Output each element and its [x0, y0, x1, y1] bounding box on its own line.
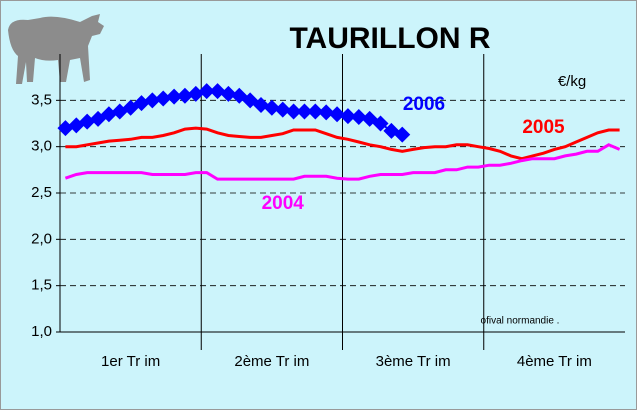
series-label: 2006: [403, 94, 445, 115]
data-point: [133, 95, 150, 112]
y-tick-label: 1,5: [31, 277, 52, 294]
data-point: [296, 103, 313, 120]
unit-label: €/kg: [558, 73, 586, 90]
x-tick-label: 3ème Tr im: [376, 353, 451, 370]
series-label: 2005: [522, 117, 565, 138]
data-point: [79, 113, 96, 130]
y-tick-label: 1,0: [31, 323, 52, 340]
y-tick-label: 3,5: [31, 91, 52, 108]
x-tick-label: 1er Tr im: [101, 353, 160, 370]
data-point: [263, 99, 280, 116]
chart-title: TAURILLON R: [289, 22, 490, 55]
data-point: [100, 106, 117, 123]
data-point: [155, 90, 172, 107]
data-point: [285, 103, 302, 120]
series-line: [65, 126, 620, 161]
data-point: [350, 109, 367, 126]
series-label: 2004: [262, 193, 305, 214]
data-point: [220, 85, 237, 102]
data-point: [198, 83, 215, 100]
x-tick-label: 4ème Tr im: [517, 353, 592, 370]
data-point: [57, 120, 74, 137]
data-point: [307, 103, 324, 120]
bull-icon: [8, 14, 104, 84]
y-tick-label: 2,5: [31, 184, 52, 201]
data-point: [144, 92, 161, 109]
data-point: [329, 106, 346, 123]
data-point: [187, 85, 204, 102]
x-tick-label: 2ème Tr im: [234, 353, 309, 370]
y-tick-label: 2,0: [31, 230, 52, 247]
data-point: [209, 83, 226, 100]
data-point: [274, 101, 291, 118]
source-label: ofival normandie .: [481, 316, 560, 327]
y-tick-label: 3,0: [31, 138, 52, 155]
data-point: [372, 115, 389, 132]
series-line: [64, 143, 621, 181]
data-point: [253, 96, 270, 113]
data-point: [166, 88, 183, 105]
data-point: [318, 104, 335, 121]
data-point: [394, 126, 411, 143]
data-point: [176, 87, 193, 104]
data-point: [339, 108, 356, 125]
